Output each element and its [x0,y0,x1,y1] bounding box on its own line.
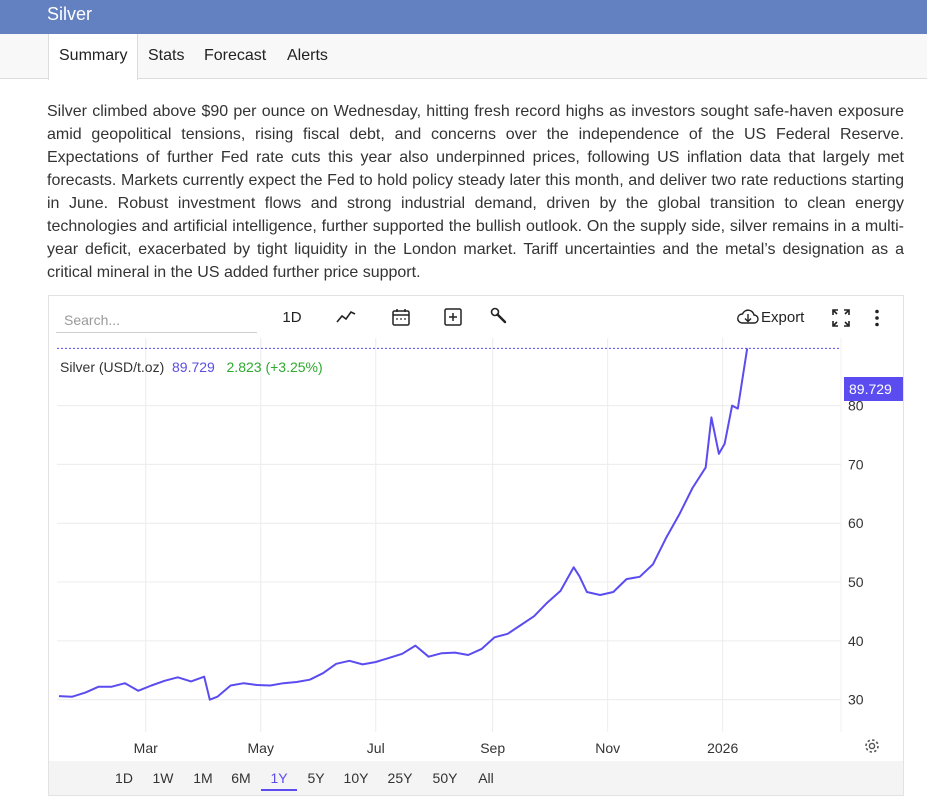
tab-bar: Summary Stats Forecast Alerts [0,34,927,80]
fullscreen-icon[interactable] [830,306,852,330]
chart-widget: 30 40 50 60 70 80 Mar May Jul Sep Nov 2026 1D Expo… [48,295,904,796]
range-6m[interactable]: 6M [231,770,251,786]
x-tick-label: Mar [134,740,158,756]
range-1m[interactable]: 1M [193,770,213,786]
range-25y[interactable]: 25Y [387,770,413,786]
y-tick-label: 80 [848,398,864,414]
tab-summary[interactable]: Summary [48,34,139,80]
wrench-icon[interactable] [487,305,511,329]
y-tick-label: 60 [848,515,864,531]
y-tick-label: 30 [848,692,864,708]
range-selector: 1D 1W 1M 6M 1Y 5Y 10Y 25Y 50Y All [49,761,903,795]
y-axis-labels: 30 40 50 60 70 80 [848,398,864,708]
x-tick-label: Sep [480,740,505,756]
x-tick-label: May [248,740,274,756]
tab-alerts[interactable]: Alerts [287,47,328,64]
x-tick-label: Nov [595,740,620,756]
cloud-download-icon[interactable] [735,305,761,329]
grid-lines [57,338,842,732]
range-50y[interactable]: 50Y [432,770,458,786]
range-1w[interactable]: 1W [152,770,174,786]
settings-gear-icon[interactable] [863,736,881,756]
range-all[interactable]: All [478,770,494,786]
y-tick-label: 70 [848,456,864,472]
tab-stats[interactable]: Stats [148,47,185,64]
y-tick-label: 50 [848,574,864,590]
x-axis-labels: Mar May Jul Sep Nov 2026 [134,740,739,756]
legend-series-name: Silver (USD/t.oz) [60,359,165,375]
silver-price-series [58,348,749,701]
calendar-icon[interactable] [389,305,413,329]
more-vert-icon[interactable] [869,306,885,330]
price-chart[interactable]: 30 40 50 60 70 80 Mar May Jul Sep Nov 2026 [49,296,903,761]
top-bar: Silver [0,0,927,34]
range-10y[interactable]: 10Y [343,770,369,786]
x-tick-label: Jul [367,740,385,756]
range-5y[interactable]: 5Y [307,770,325,786]
legend-change: 2.823 (+3.25%) [226,359,323,375]
line-chart-icon[interactable] [334,305,358,329]
legend-value: 89.729 [172,359,215,375]
x-tick-label: 2026 [707,740,738,756]
summary-paragraph: Silver climbed above $90 per ounce on We… [47,103,904,281]
range-1d[interactable]: 1D [115,770,133,786]
page-title: Silver [47,4,93,24]
search-input[interactable] [56,307,257,333]
export-button[interactable]: Export [761,308,805,326]
chart-legend: Silver (USD/t.oz) 89.729 2.823 (+3.25%) [60,359,323,375]
plus-box-icon[interactable] [441,305,465,329]
y-tick-label: 40 [848,633,864,649]
current-price-tag: 89.729 [844,377,903,401]
interval-button[interactable]: 1D [282,308,302,326]
tab-forecast[interactable]: Forecast [204,47,267,64]
range-1y[interactable]: 1Y [261,765,297,791]
